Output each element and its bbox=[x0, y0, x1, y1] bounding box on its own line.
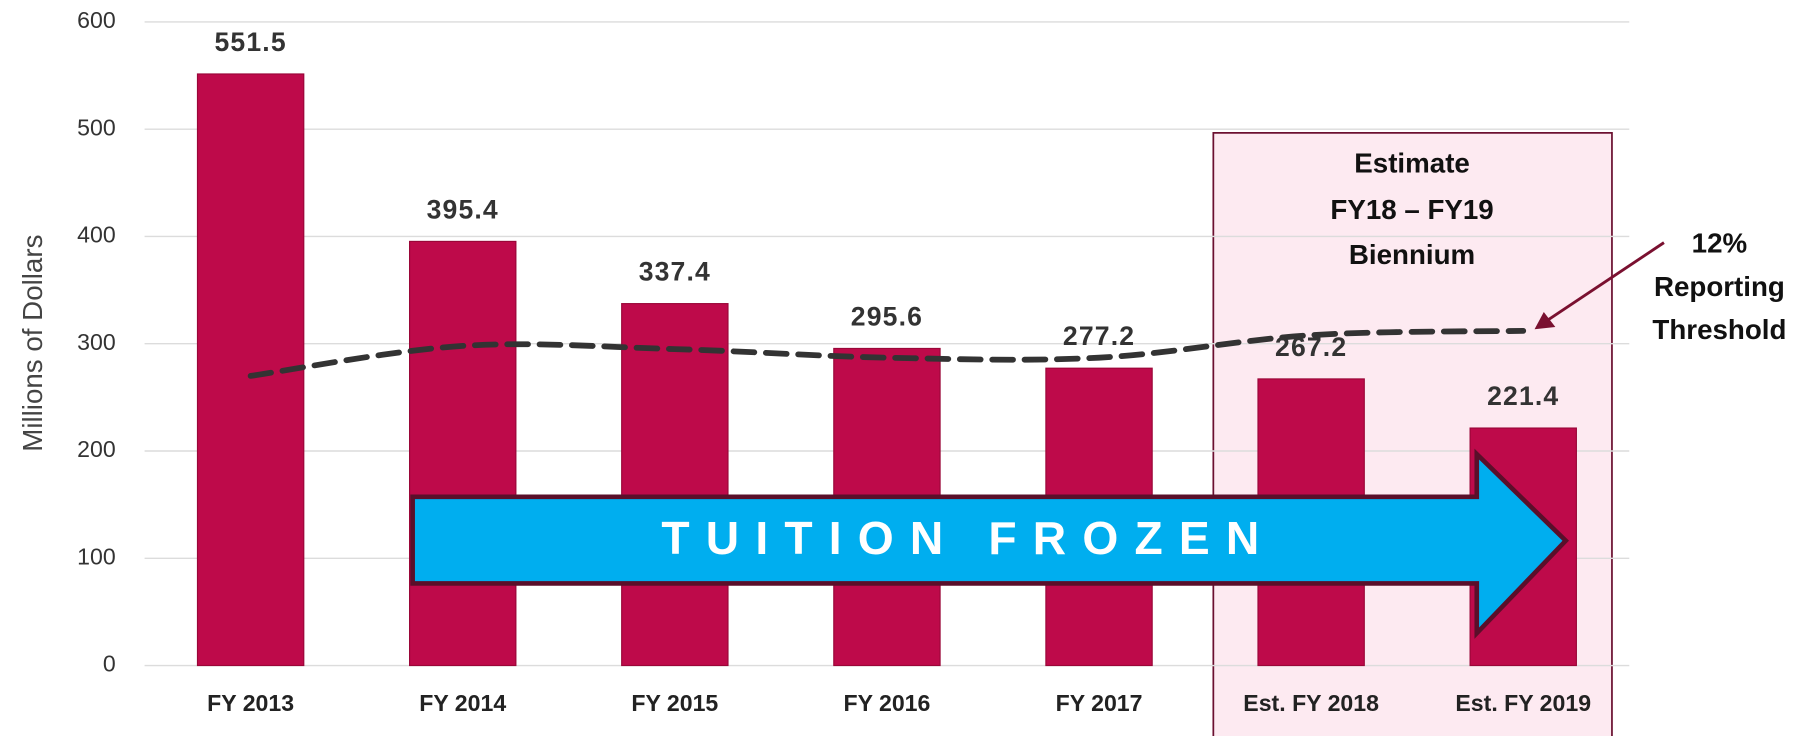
x-tick-label: FY 2016 bbox=[843, 690, 930, 716]
threshold-label: 12% bbox=[1692, 227, 1747, 258]
y-tick-label: 500 bbox=[77, 114, 116, 140]
labels: 0 100 200 300 400 500 600 FY 2013 551.5 FY 2014 39… bbox=[77, 7, 1591, 716]
x-tick-label: Est. FY 2018 bbox=[1243, 690, 1379, 716]
threshold-label: Threshold bbox=[1652, 314, 1786, 345]
threshold-line bbox=[247, 327, 1527, 379]
y-tick-label: 300 bbox=[77, 329, 116, 355]
estimate-label: Biennium bbox=[1349, 239, 1475, 270]
threshold bbox=[247, 327, 1527, 379]
x-tick-label: Est. FY 2019 bbox=[1455, 690, 1591, 716]
x-tick-label: FY 2014 bbox=[419, 690, 506, 716]
value-label: 267.2 bbox=[1275, 332, 1347, 362]
y-tick-label: 400 bbox=[77, 222, 116, 248]
threshold-label: Reporting bbox=[1654, 271, 1785, 302]
x-tick-label: FY 2013 bbox=[207, 690, 294, 716]
estimate-label: Estimate bbox=[1354, 148, 1470, 179]
y-tick-label: 600 bbox=[77, 7, 116, 33]
estimate-label: FY18 – FY19 bbox=[1330, 194, 1493, 225]
bar bbox=[621, 303, 729, 667]
value-label: 337.4 bbox=[639, 257, 711, 287]
y-tick-label: 0 bbox=[103, 651, 116, 677]
value-label: 551.5 bbox=[215, 27, 287, 57]
y-tick-label: 100 bbox=[77, 543, 116, 569]
pointer-head bbox=[1534, 311, 1556, 330]
arrow-shape bbox=[410, 448, 1570, 639]
value-label: 221.4 bbox=[1487, 381, 1559, 411]
y-axis-label: Millions of Dollars bbox=[17, 235, 48, 452]
x-tick-label: FY 2015 bbox=[631, 690, 718, 716]
arrow-text: TUITION FROZEN bbox=[661, 512, 1275, 564]
bar bbox=[409, 240, 517, 667]
value-label: 277.2 bbox=[1063, 321, 1135, 351]
y-tick-label: 200 bbox=[77, 436, 116, 462]
pointer-line bbox=[1545, 241, 1665, 323]
value-label: 295.6 bbox=[851, 301, 923, 331]
tuition-arrow: TUITION FROZEN bbox=[410, 448, 1570, 639]
value-label: 395.4 bbox=[427, 194, 499, 224]
x-tick-label: FY 2017 bbox=[1056, 690, 1143, 716]
